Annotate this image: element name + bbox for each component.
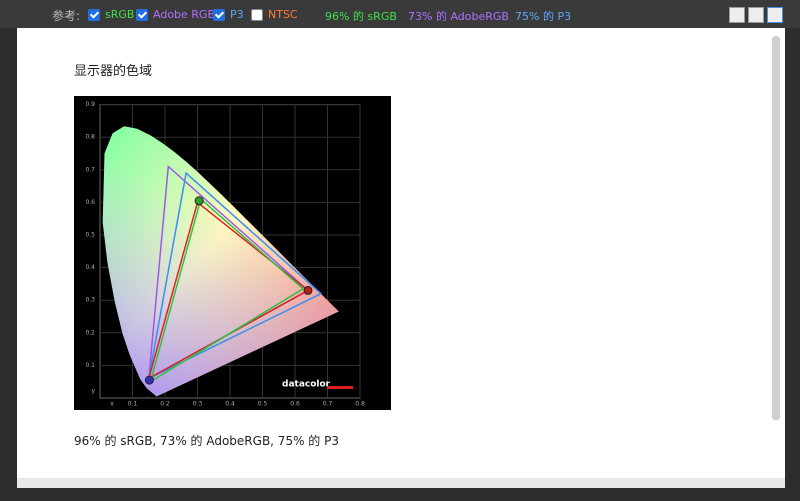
x-tick-label: 0.8 [355, 401, 365, 408]
y-tick-label: 0.1 [85, 362, 95, 369]
y-axis-label: y [91, 388, 95, 395]
checkbox[interactable] [136, 8, 148, 21]
x-tick-label: 0.4 [225, 401, 235, 408]
y-tick-label: 0.9 [85, 101, 95, 108]
vertical-scrollbar[interactable] [772, 36, 780, 420]
option-label: sRGB [105, 8, 135, 21]
p3-gamut [147, 171, 323, 380]
y-tick-label: 0.7 [85, 166, 95, 173]
y-tick-label: 0.3 [85, 297, 95, 304]
checkbox[interactable] [213, 8, 225, 21]
heading: 显示器的色域 [74, 64, 153, 79]
gamut-stat: 73% 的 AdobeRGB [408, 10, 509, 23]
logo-bar [327, 386, 353, 389]
x-axis-label: x [110, 401, 114, 408]
y-tick-label: 0.2 [85, 329, 95, 336]
primary-point [303, 285, 313, 295]
y-tick-label: 0.4 [85, 264, 95, 271]
option-label: Adobe RGB [153, 8, 216, 21]
spectral-locus-shade [102, 126, 339, 397]
x-tick-label: 0.7 [323, 401, 333, 408]
option[interactable]: Adobe RGB [136, 8, 215, 21]
option-label: P3 [230, 8, 244, 21]
primary-point [194, 196, 204, 206]
toolbar-label: 参考: [52, 9, 81, 23]
checkbox[interactable] [88, 8, 100, 21]
checkbox[interactable] [251, 8, 263, 21]
primary-point [144, 375, 154, 385]
x-tick-label: 0.5 [258, 401, 268, 408]
y-tick-label: 0.6 [85, 199, 95, 206]
option-label: NTSC [268, 8, 298, 21]
y-tick-label: 0.5 [85, 232, 95, 239]
x-tick-label: 0.2 [160, 401, 170, 408]
logo: datacolor [282, 380, 331, 390]
option[interactable]: NTSC [251, 8, 298, 21]
gamut-stat: 96% 的 sRGB [325, 10, 397, 23]
gamut-figure: 0.1 0.2 0.3 0.4 0.5 0.6 0.7 0.8 0.1 0.2 0.3 0.4 0.5 0… [74, 96, 391, 410]
horizontal-scrollbar[interactable] [17, 478, 785, 488]
gamut-stat: 75% 的 P3 [515, 10, 572, 23]
option[interactable]: sRGB [88, 8, 134, 21]
y-tick-label: 0.8 [85, 134, 95, 141]
x-tick-label: 0.1 [128, 401, 138, 408]
display-gamut [149, 197, 305, 384]
x-tick-label: 0.6 [290, 401, 300, 408]
caption: 96% 的 sRGB, 73% 的 AdobeRGB, 75% 的 P3 [74, 434, 339, 448]
x-tick-label: 0.3 [193, 401, 203, 408]
toolbar: 参考: sRGB Adobe RGB P3 NTSC 96% 的 sRGB 73% 的 A… [0, 0, 800, 28]
zoom-fit[interactable] [767, 7, 783, 23]
zoom-out[interactable] [748, 7, 764, 23]
option[interactable]: P3 [213, 8, 244, 21]
zoom-in[interactable] [729, 7, 745, 23]
